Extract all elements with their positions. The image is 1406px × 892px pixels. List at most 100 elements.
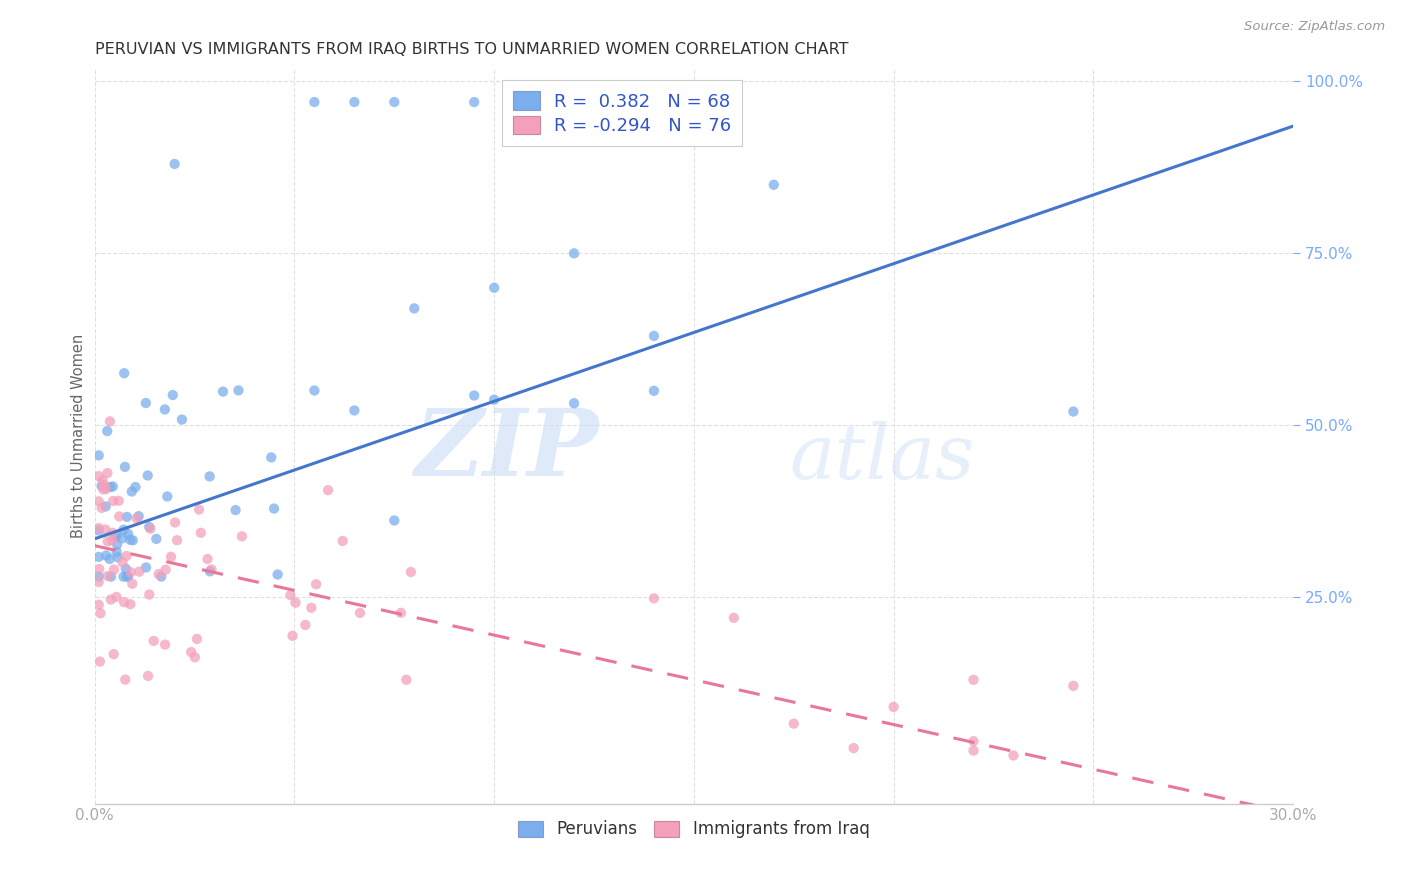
Point [117,569,139,583]
Point [115,509,138,524]
Point [382,513,405,527]
Point [98,480,121,494]
Point [94,482,117,496]
Point [783,716,806,731]
Point [190,525,212,540]
Point [105,528,128,542]
Point [93,478,115,492]
Point [762,178,785,192]
Point [186,632,208,646]
Point [263,501,285,516]
Point [266,567,288,582]
Point [138,520,160,534]
Point [98,552,121,566]
Point [165,516,187,530]
Point [200,562,222,576]
Point [101,479,124,493]
Point [225,503,247,517]
Legend: R =  0.382   N = 68, R = -0.294   N = 76: R = 0.382 N = 68, R = -0.294 N = 76 [502,80,742,146]
Point [304,384,326,398]
Point [1062,679,1084,693]
Point [97,534,120,549]
Point [89,562,111,576]
Point [87,469,110,483]
Point [87,521,110,535]
Point [136,468,159,483]
Point [100,592,122,607]
Point [112,595,135,609]
Point [305,577,328,591]
Point [103,563,125,577]
Point [101,525,124,540]
Point [135,560,157,574]
Point [382,95,405,109]
Point [115,569,138,583]
Point [89,655,111,669]
Point [87,598,110,612]
Point [643,329,665,343]
Point [87,494,110,508]
Point [87,569,110,583]
Point [284,596,307,610]
Point [105,590,128,604]
Point [343,403,366,417]
Point [101,494,124,508]
Point [166,533,188,548]
Point [100,569,122,583]
Point [121,576,143,591]
Y-axis label: Births to Unmarried Women: Births to Unmarried Women [72,334,86,538]
Point [90,500,112,515]
Point [98,414,121,428]
Point [842,741,865,756]
Point [153,402,176,417]
Point [260,450,283,465]
Point [198,565,221,579]
Point [115,549,138,563]
Point [96,549,118,563]
Point [128,509,150,524]
Point [482,281,505,295]
Point [643,384,665,398]
Point [463,388,485,402]
Point [138,588,160,602]
Point [139,522,162,536]
Point [103,647,125,661]
Point [231,529,253,543]
Point [389,606,412,620]
Point [883,700,905,714]
Point [1062,404,1084,418]
Point [723,611,745,625]
Point [120,566,142,580]
Point [104,530,127,544]
Point [180,645,202,659]
Point [90,479,112,493]
Point [125,511,148,525]
Point [1002,748,1025,763]
Point [148,567,170,582]
Point [87,524,110,538]
Point [299,600,322,615]
Point [107,494,129,508]
Point [87,549,110,564]
Point [643,591,665,606]
Point [163,157,186,171]
Point [294,618,316,632]
Point [150,569,173,583]
Point [120,597,142,611]
Point [94,500,117,514]
Point [281,629,304,643]
Point [135,396,157,410]
Point [97,569,120,583]
Point [112,366,135,380]
Point [120,533,142,547]
Point [87,575,110,590]
Point [142,633,165,648]
Point [316,483,339,498]
Point [562,246,585,260]
Point [153,638,176,652]
Point [343,95,366,109]
Point [94,523,117,537]
Point [197,552,219,566]
Point [89,607,111,621]
Point [96,424,118,438]
